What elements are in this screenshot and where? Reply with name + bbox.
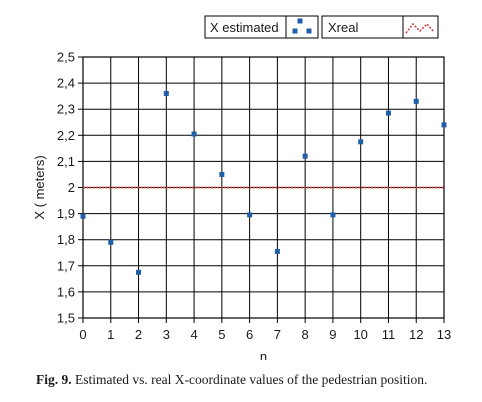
y-tick-label: 1,7: [57, 258, 75, 273]
x-tick-label: 1: [107, 327, 114, 342]
legend-label: Xreal: [328, 20, 358, 35]
y-tick-label: 1,9: [57, 206, 75, 221]
legend-marker-line: [405, 22, 435, 34]
legend-label: X estimated: [210, 20, 279, 35]
y-axis-label: X ( meters): [32, 155, 47, 219]
data-point-x-estimated: [219, 171, 225, 177]
data-point-x-estimated: [247, 212, 253, 218]
data-point-x-estimated: [108, 239, 114, 245]
legend-item-box: [321, 15, 439, 39]
chart: 1,5 1,6 1,7 1,8 1,9 2 2,1 2,2 2,3 2,4 2,5 0 1 2 3 4 5 6 7 8…: [32, 15, 451, 364]
figure-caption: Fig. 9. Estimated vs. real X-coordinate …: [36, 372, 476, 388]
x-tick-label: 6: [246, 327, 253, 342]
data-point-x-estimated: [441, 122, 447, 128]
caption-text: Estimated vs. real X-coordinate values o…: [75, 372, 428, 387]
legend-marker-square: [292, 28, 298, 34]
data-point-x-estimated: [358, 139, 364, 145]
chart-svg: 1,51,61,71,81,922,12,22,32,42,50 1 2 3 4 5 6 7 8…: [32, 15, 451, 364]
y-tick-label: 2: [68, 180, 75, 195]
x-tick-label: 0: [79, 327, 86, 342]
legend-item-box: [204, 15, 319, 39]
x-tick-label: 2: [135, 327, 142, 342]
y-tick-label: 1,8: [57, 232, 75, 247]
data-point-x-estimated: [136, 269, 142, 275]
data-point-x-estimated: [302, 153, 308, 159]
x-tick-label: 12: [409, 327, 423, 342]
caption-label: Fig. 9.: [36, 372, 72, 387]
data-point-x-estimated: [163, 91, 169, 97]
x-tick-label: 3: [163, 327, 170, 342]
x-tick-label: 8: [302, 327, 309, 342]
data-point-x-estimated: [413, 98, 419, 104]
legend-marker-square: [297, 18, 303, 24]
y-tick-label: 2,5: [57, 50, 75, 65]
y-tick-label: 2,1: [57, 154, 75, 169]
data-point-x-estimated: [80, 213, 86, 219]
legend-marker-square: [306, 28, 312, 34]
data-point-x-estimated: [191, 131, 197, 137]
data-point-x-estimated: [330, 212, 336, 218]
x-tick-label: 4: [190, 327, 197, 342]
y-tick-label: 2,2: [57, 128, 75, 143]
y-tick-label: 1,6: [57, 284, 75, 299]
y-tick-label: 2,4: [57, 76, 75, 91]
data-point-x-estimated: [385, 110, 391, 116]
y-tick-label: 2,3: [57, 102, 75, 117]
x-axis-label: n: [260, 349, 267, 360]
y-tick-label: 1,5: [57, 311, 75, 326]
data-point-x-estimated: [274, 248, 280, 254]
x-tick-label: 11: [382, 327, 396, 342]
x-tick-label: 10: [353, 327, 367, 342]
x-tick-label: 9: [329, 327, 336, 342]
x-tick-label: 7: [274, 327, 281, 342]
x-tick-label: 5: [218, 327, 225, 342]
x-tick-label: 13: [437, 327, 451, 342]
